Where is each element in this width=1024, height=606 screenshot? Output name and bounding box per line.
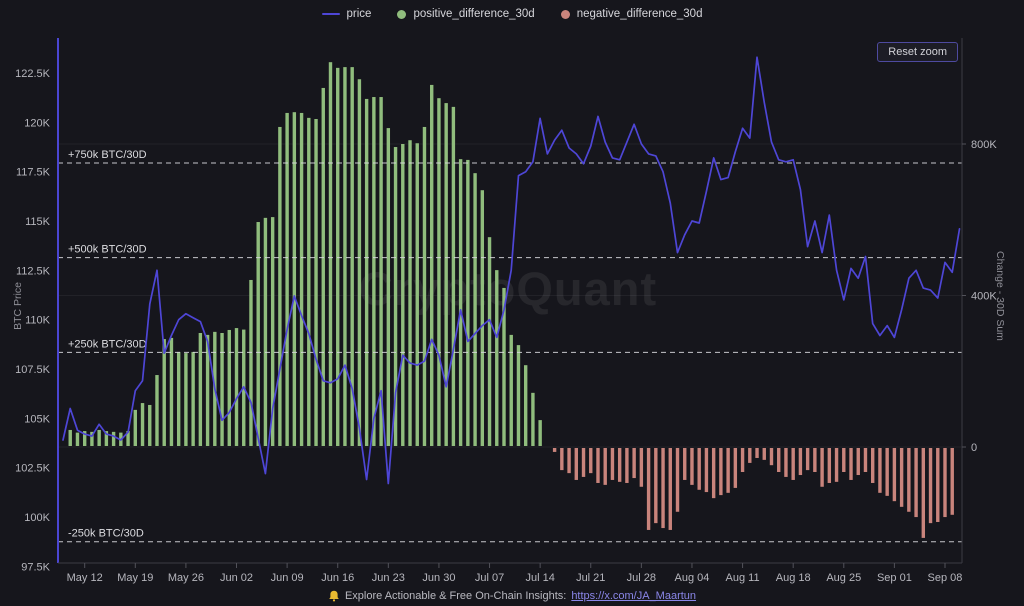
x-tick-label: Aug 04: [675, 572, 710, 584]
legend-label: price: [346, 8, 372, 20]
x-tick-label: Jul 14: [525, 572, 554, 584]
y-right-labels: 800K 400K 0: [962, 139, 997, 454]
x-tick-label: Aug 25: [826, 572, 861, 584]
y-left-tick-label: 97.5K: [21, 561, 50, 573]
y-left-tick-label: 117.5K: [16, 167, 51, 179]
x-tick-label: Jul 07: [475, 572, 504, 584]
price-line: [62, 56, 961, 485]
positive-bars: [68, 62, 542, 447]
footer-link[interactable]: https://x.com/JA_Maartun: [571, 590, 697, 602]
y-left-tick-label: 102.5K: [15, 463, 51, 475]
negative-bars: [552, 448, 954, 538]
annotation-lines: +750k BTC/30D +500k BTC/30D +250k BTC/30D -…: [58, 149, 962, 543]
y-left-tick-label: 110K: [25, 315, 51, 327]
x-tick-label: Aug 18: [776, 572, 811, 584]
y-right-tick-label: 800K: [971, 139, 997, 151]
x-tick-label: May 12: [67, 572, 103, 584]
x-tick-label: Jul 28: [627, 572, 656, 584]
left-axis-title: BTC Price: [12, 282, 24, 330]
x-tick-label: Jul 21: [576, 572, 605, 584]
y-left-tick-label: 120K: [24, 117, 50, 129]
bell-icon: [329, 590, 339, 602]
right-axis-title: Change - 30D Sum: [994, 251, 1006, 341]
annotation-label: +750k BTC/30D: [68, 149, 147, 161]
footer-text: Explore Actionable & Free On-Chain Insig…: [344, 590, 567, 602]
y-left-tick-label: 112.5K: [16, 265, 51, 277]
reset-zoom-button[interactable]: Reset zoom: [877, 42, 958, 62]
x-tick-label: Jun 16: [321, 572, 354, 584]
x-tick-label: Jun 23: [372, 572, 405, 584]
annotation-label: +250k BTC/30D: [68, 338, 147, 350]
x-tick-label: Sep 01: [877, 572, 912, 584]
footer: Explore Actionable & Free On-Chain Insig…: [0, 590, 1024, 602]
legend-item-positive_difference_30d[interactable]: positive_difference_30d: [397, 8, 535, 20]
y-left-labels: 122.5K 120K 117.5K 115K 112.5K 110K 107.5K 105K…: [15, 68, 51, 573]
legend-item-price[interactable]: price: [321, 8, 372, 20]
gridlines: [58, 143, 962, 448]
y-right-tick-label: 0: [971, 442, 977, 454]
x-tick-label: May 19: [117, 572, 153, 584]
dot-marker-icon: [560, 9, 570, 19]
legend-item-negative_difference_30d[interactable]: negative_difference_30d: [560, 8, 703, 20]
legend-label: positive_difference_30d: [413, 8, 535, 20]
x-tick-label: Sep 08: [928, 572, 963, 584]
x-tick-label: Aug 11: [726, 572, 760, 584]
y-left-tick-label: 105K: [24, 413, 50, 425]
y-left-tick-label: 100K: [24, 512, 50, 524]
y-left-tick-label: 122.5K: [15, 68, 51, 80]
x-axis-labels: May 12 May 19 May 26 Jun 02 Jun 09 Jun 16 Jun …: [67, 563, 963, 584]
x-tick-label: May 26: [168, 572, 204, 584]
annotation-label: +500k BTC/30D: [68, 244, 147, 256]
legend-label: negative_difference_30d: [576, 8, 703, 20]
line-marker-icon: [321, 13, 340, 15]
x-tick-label: Jun 09: [271, 572, 304, 584]
y-right-tick-label: 400K: [971, 291, 997, 303]
y-left-tick-label: 107.5K: [15, 364, 51, 376]
x-tick-label: Jun 02: [220, 572, 253, 584]
legend: price positive_difference_30d negative_dif…: [0, 5, 1024, 23]
axes: [57, 38, 963, 564]
annotation-label: -250k BTC/30D: [68, 528, 144, 540]
x-tick-label: Jun 30: [422, 572, 455, 584]
y-left-tick-label: 115K: [25, 216, 51, 228]
dot-marker-icon: [397, 9, 407, 19]
